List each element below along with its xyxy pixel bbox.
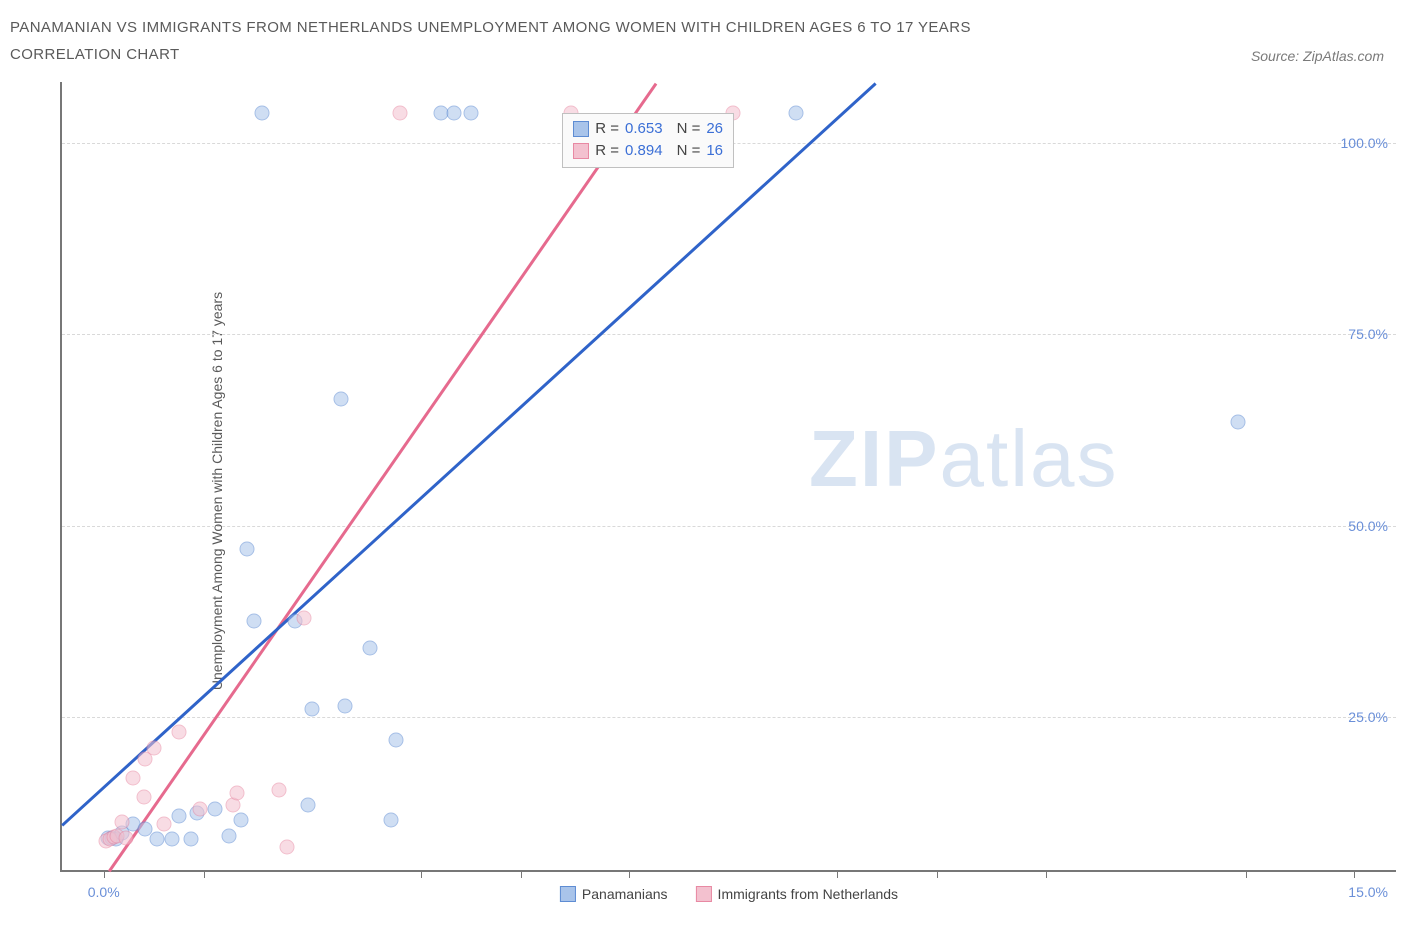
data-point <box>146 740 161 755</box>
data-point <box>246 614 261 629</box>
y-tick-label: 100.0% <box>1341 135 1388 151</box>
legend-label: Panamanians <box>582 886 668 902</box>
data-point <box>119 830 134 845</box>
x-tick <box>629 870 630 878</box>
legend-row: R = 0.653 N =26 <box>573 118 723 141</box>
data-point <box>384 813 399 828</box>
trend-line <box>108 83 657 872</box>
x-tick <box>1046 870 1047 878</box>
data-point <box>136 790 151 805</box>
source-attribution: Source: ZipAtlas.com <box>1251 48 1384 64</box>
x-tick <box>104 870 105 878</box>
data-point <box>305 702 320 717</box>
x-tick <box>421 870 422 878</box>
legend-swatch <box>560 886 576 902</box>
title-block: PANAMANIAN VS IMMIGRANTS FROM NETHERLAND… <box>0 0 1406 68</box>
data-point <box>207 801 222 816</box>
x-tick <box>521 870 522 878</box>
data-point <box>388 732 403 747</box>
legend-n-label: N = <box>677 140 701 163</box>
legend-r-label: R = <box>595 140 619 163</box>
legend-swatch <box>573 143 589 159</box>
correlation-legend: R = 0.653 N =26 R = 0.894 N =16 <box>562 113 734 168</box>
data-point <box>171 809 186 824</box>
watermark-part2: atlas <box>939 414 1118 503</box>
data-point <box>280 840 295 855</box>
legend-r-label: R = <box>595 118 619 141</box>
legend-swatch <box>696 886 712 902</box>
trend-line <box>61 82 876 826</box>
x-tick-label: 0.0% <box>88 884 120 900</box>
legend-n-value: 16 <box>706 140 723 163</box>
data-point <box>125 771 140 786</box>
data-point <box>788 105 803 120</box>
data-point <box>300 797 315 812</box>
legend-swatch <box>573 121 589 137</box>
data-point <box>240 541 255 556</box>
data-point <box>463 105 478 120</box>
plot-area: ZIPatlas 25.0%50.0%75.0%100.0%0.0%15.0%R… <box>60 82 1396 872</box>
y-tick-label: 50.0% <box>1348 518 1388 534</box>
data-point <box>271 782 286 797</box>
data-point <box>296 610 311 625</box>
data-point <box>156 817 171 832</box>
data-point <box>446 105 461 120</box>
chart-container: Unemployment Among Women with Children A… <box>10 82 1396 900</box>
data-point <box>221 828 236 843</box>
data-point <box>392 105 407 120</box>
x-tick <box>937 870 938 878</box>
legend-r-value: 0.653 <box>625 118 663 141</box>
legend-n-value: 26 <box>706 118 723 141</box>
x-tick <box>1354 870 1355 878</box>
data-point <box>165 832 180 847</box>
data-point <box>184 832 199 847</box>
legend-item: Panamanians <box>560 886 668 902</box>
gridline <box>62 334 1396 335</box>
y-tick-label: 25.0% <box>1348 709 1388 725</box>
data-point <box>255 105 270 120</box>
x-tick <box>1246 870 1247 878</box>
data-point <box>150 832 165 847</box>
data-point <box>171 725 186 740</box>
legend-item: Immigrants from Netherlands <box>696 886 899 902</box>
data-point <box>192 801 207 816</box>
legend-label: Immigrants from Netherlands <box>718 886 899 902</box>
data-point <box>230 786 245 801</box>
data-point <box>234 813 249 828</box>
legend-n-label: N = <box>677 118 701 141</box>
data-point <box>115 814 130 829</box>
series-legend: Panamanians Immigrants from Netherlands <box>560 886 898 902</box>
chart-title-line2: CORRELATION CHART <box>10 41 1396 68</box>
x-tick <box>837 870 838 878</box>
legend-r-value: 0.894 <box>625 140 663 163</box>
y-tick-label: 75.0% <box>1348 326 1388 342</box>
data-point <box>338 698 353 713</box>
gridline <box>62 717 1396 718</box>
data-point <box>363 641 378 656</box>
legend-row: R = 0.894 N =16 <box>573 140 723 163</box>
chart-title-line1: PANAMANIAN VS IMMIGRANTS FROM NETHERLAND… <box>10 14 1396 41</box>
x-tick <box>204 870 205 878</box>
data-point <box>1230 415 1245 430</box>
watermark: ZIPatlas <box>809 413 1118 505</box>
data-point <box>334 392 349 407</box>
x-tick-label: 15.0% <box>1348 884 1388 900</box>
watermark-part1: ZIP <box>809 414 939 503</box>
gridline <box>62 526 1396 527</box>
